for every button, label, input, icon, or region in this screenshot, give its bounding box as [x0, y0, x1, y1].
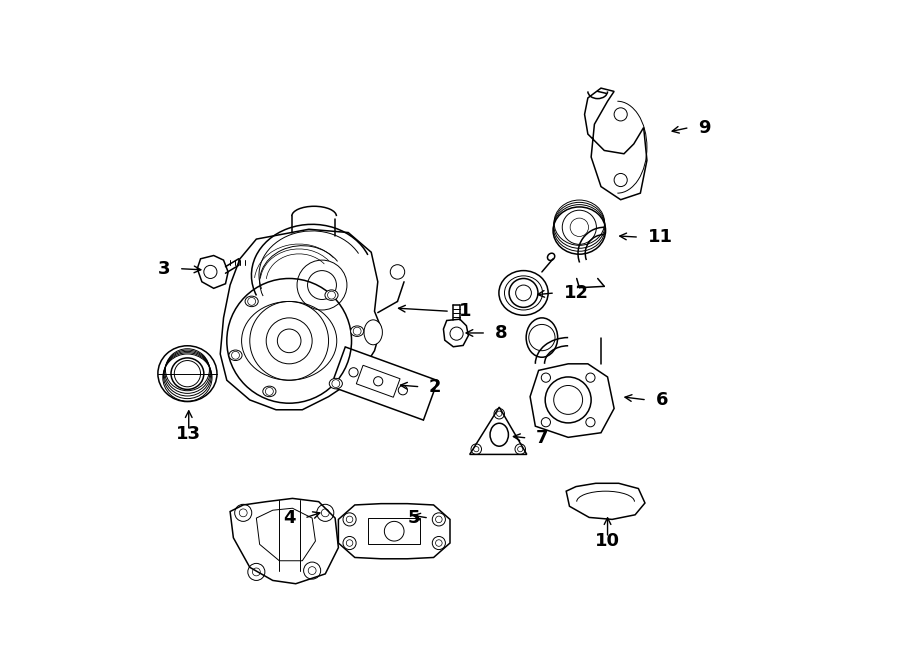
Text: 11: 11 — [648, 228, 672, 246]
Ellipse shape — [158, 346, 217, 402]
Polygon shape — [356, 365, 400, 397]
Polygon shape — [256, 508, 315, 561]
Ellipse shape — [245, 296, 258, 307]
Polygon shape — [338, 504, 450, 559]
Text: 10: 10 — [595, 532, 620, 550]
Polygon shape — [230, 498, 338, 584]
Ellipse shape — [526, 318, 558, 357]
Ellipse shape — [325, 290, 338, 301]
Ellipse shape — [263, 386, 276, 397]
Polygon shape — [444, 319, 468, 347]
Text: 9: 9 — [698, 118, 711, 136]
Text: 3: 3 — [158, 260, 170, 277]
Polygon shape — [470, 407, 526, 454]
Ellipse shape — [329, 379, 342, 389]
Ellipse shape — [351, 326, 364, 336]
Text: 1: 1 — [458, 303, 471, 320]
Text: 7: 7 — [536, 429, 548, 447]
Ellipse shape — [364, 320, 382, 345]
Text: 13: 13 — [176, 425, 202, 443]
Text: 5: 5 — [408, 509, 420, 527]
Polygon shape — [585, 88, 647, 200]
Text: 2: 2 — [429, 378, 442, 396]
Polygon shape — [566, 483, 645, 520]
Polygon shape — [368, 518, 420, 544]
Text: 4: 4 — [284, 509, 296, 527]
Polygon shape — [530, 364, 614, 438]
Text: 12: 12 — [563, 284, 589, 302]
Text: 6: 6 — [655, 391, 668, 409]
Polygon shape — [331, 347, 437, 420]
Ellipse shape — [391, 265, 405, 279]
Polygon shape — [220, 229, 381, 410]
Text: 8: 8 — [495, 324, 508, 342]
Ellipse shape — [499, 271, 548, 315]
Ellipse shape — [229, 350, 242, 361]
Polygon shape — [197, 256, 228, 289]
